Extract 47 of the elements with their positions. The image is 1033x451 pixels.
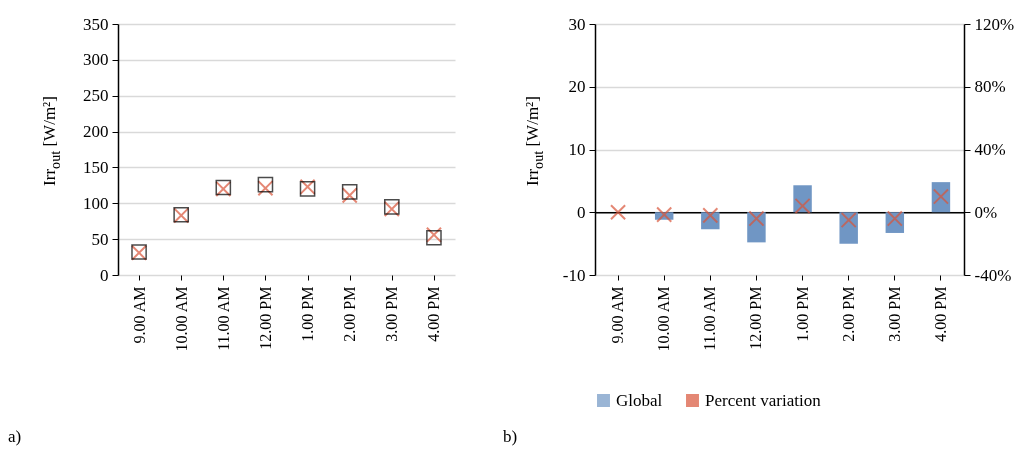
y-tick-label: 10 xyxy=(568,140,586,159)
y-tick-label: 200 xyxy=(83,122,109,142)
x-tick-label: 3.00 PM xyxy=(383,286,401,342)
y-tick-label: 150 xyxy=(83,157,109,177)
legend-label: Global xyxy=(616,390,663,410)
y-tick-label: -10 xyxy=(562,265,586,285)
x-tick-label: 12.00 PM xyxy=(747,286,765,350)
legend-label: Percent variation xyxy=(705,390,822,410)
x-tick-label: 2.00 PM xyxy=(341,286,359,342)
y-tick-label: 250 xyxy=(83,86,109,106)
y-tick-label: 350 xyxy=(83,14,109,34)
x-tick-label: 10.00 AM xyxy=(172,286,190,352)
x-tick-label: 3.00 PM xyxy=(885,286,903,342)
text: b) xyxy=(503,427,518,447)
x-tick-label: 11.00 AM xyxy=(701,286,719,351)
point xyxy=(257,176,274,193)
y2-tick-label: -40% xyxy=(974,265,1012,285)
y-tick-label: 50 xyxy=(91,229,109,249)
y2-tick-label: 0% xyxy=(974,202,998,222)
y-tick-label: 0 xyxy=(100,265,109,285)
x-tick-label: 1.00 PM xyxy=(299,286,317,342)
point xyxy=(886,210,903,227)
x-tick-label: 10.00 AM xyxy=(655,286,673,352)
point xyxy=(257,180,274,197)
text: a) xyxy=(8,427,22,447)
y-tick-label: 20 xyxy=(568,77,586,97)
y-tick-label: 100 xyxy=(83,193,109,213)
y-tick-label: 300 xyxy=(83,50,109,70)
x-tick-label: 9.00 AM xyxy=(130,286,148,344)
x-tick-label: 11.00 AM xyxy=(214,286,232,351)
y2-tick-label: 40% xyxy=(974,140,1006,159)
x-tick-label: 4.00 PM xyxy=(931,286,949,342)
point xyxy=(656,206,673,223)
point xyxy=(702,207,719,224)
point xyxy=(748,210,765,227)
x-tick-label: 12.00 PM xyxy=(256,286,274,350)
y-tick-label: 30 xyxy=(568,14,586,34)
x-tick-label: 2.00 PM xyxy=(839,286,857,342)
point xyxy=(341,187,358,204)
x-tick-label: 1.00 PM xyxy=(793,286,811,342)
x-tick-label: 9.00 AM xyxy=(609,286,627,344)
x-tick-label: 4.00 PM xyxy=(425,286,443,342)
y-tick-label: 0 xyxy=(577,202,586,222)
y2-tick-label: 80% xyxy=(974,77,1006,97)
point xyxy=(609,204,627,221)
point xyxy=(341,183,358,200)
y2-tick-label: 120% xyxy=(974,14,1015,34)
